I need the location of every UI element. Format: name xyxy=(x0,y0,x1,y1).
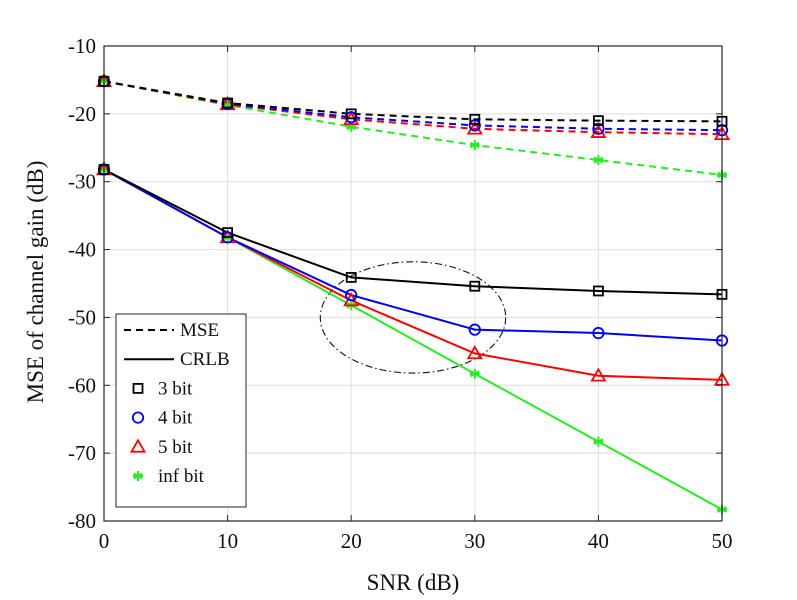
x-tick-label: 40 xyxy=(588,529,609,553)
series-marker xyxy=(469,368,480,379)
legend-label: 3 bit xyxy=(158,378,193,399)
series-marker xyxy=(469,140,480,151)
plot-frame xyxy=(103,45,723,522)
series-line xyxy=(103,80,723,132)
tick-labels: 0 10 20 30 40 50 -10 -20 -30 -40 -50 -60 -70 -80 xyxy=(68,34,733,553)
y-tick-label: -20 xyxy=(68,102,96,126)
series-line xyxy=(103,80,723,176)
series-line xyxy=(103,80,723,123)
series-marker xyxy=(593,285,604,297)
legend-marker xyxy=(132,382,144,394)
series-marker xyxy=(466,120,483,135)
legend-marker xyxy=(133,471,143,481)
y-tick-label: -70 xyxy=(68,441,96,465)
x-tick-label: 30 xyxy=(464,529,485,553)
y-tick-label: -60 xyxy=(68,373,96,397)
legend-label: 5 bit xyxy=(158,437,193,458)
series-marker xyxy=(468,119,481,132)
series-marker xyxy=(590,367,607,382)
axes xyxy=(103,45,723,522)
series-marker xyxy=(345,108,357,120)
series-marker xyxy=(468,323,481,336)
series-marker xyxy=(592,326,605,340)
legend-marker xyxy=(129,438,147,453)
y-axis-label: MSE of channel gain (dB) xyxy=(23,161,48,404)
y-tick-label: -50 xyxy=(68,305,96,329)
legend-label: CRLB xyxy=(180,349,230,370)
legend-label: inf bit xyxy=(158,466,205,487)
series-marker xyxy=(593,115,604,127)
series-marker xyxy=(469,280,481,292)
series-marker xyxy=(222,100,233,111)
series-line xyxy=(103,168,723,296)
y-tick-label: -40 xyxy=(68,238,96,262)
annotation-layer xyxy=(319,261,507,374)
x-tick-label: 0 xyxy=(99,529,110,553)
x-tick-label: 20 xyxy=(341,529,362,553)
series-marker xyxy=(590,123,607,138)
series-marker xyxy=(469,113,481,125)
series-marker xyxy=(222,97,234,109)
y-tick-label: -30 xyxy=(68,170,96,194)
legend-label: 4 bit xyxy=(158,408,193,429)
y-tick-label: -10 xyxy=(68,34,96,58)
series-marker xyxy=(593,155,604,165)
series-marker xyxy=(345,271,357,283)
series-marker xyxy=(592,122,605,135)
series-marker xyxy=(593,436,604,447)
legend-marker xyxy=(131,411,145,424)
x-tick-label: 50 xyxy=(712,529,733,553)
series-line xyxy=(103,168,723,342)
series-marker xyxy=(466,345,483,360)
legend-label: MSE xyxy=(180,320,219,341)
dash-dot-ellipse-annotation xyxy=(319,261,507,374)
series-marker xyxy=(345,288,358,302)
x-axis-label: SNR (dB) xyxy=(367,570,460,595)
legend: MSE CRLB 3 bit 4 bit 5 bit inf bit xyxy=(115,313,247,508)
x-tick-label: 10 xyxy=(217,529,238,553)
y-tick-label: -80 xyxy=(68,509,96,533)
series-marker xyxy=(346,121,357,132)
series-line xyxy=(103,80,723,136)
series-marker xyxy=(222,227,234,239)
